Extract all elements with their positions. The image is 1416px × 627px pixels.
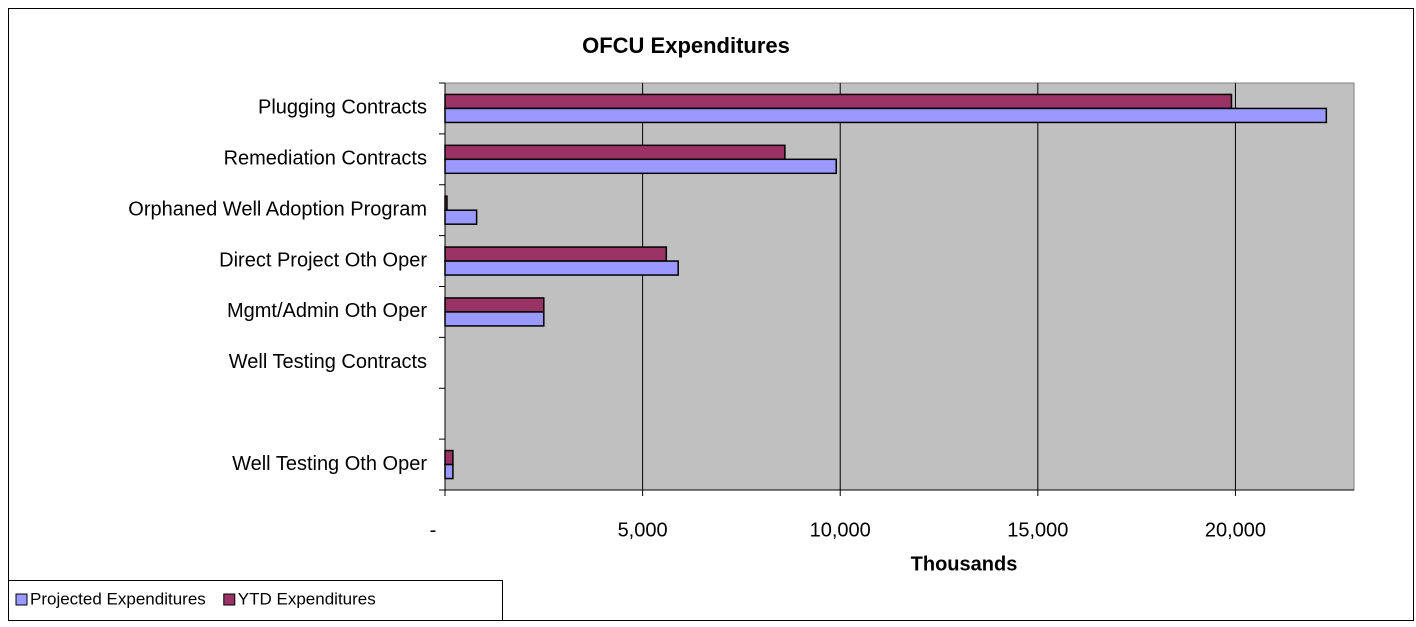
legend-swatch (223, 593, 236, 606)
y-tick-label: Plugging Contracts (258, 97, 427, 119)
plot-area (444, 82, 1355, 491)
bar (444, 246, 668, 262)
x-tick-label: 10,000 (810, 519, 871, 541)
bar (444, 311, 545, 327)
y-tick-label: Mgmt/Admin Oth Oper (227, 300, 427, 322)
legend-box (8, 580, 503, 621)
bar (444, 195, 448, 211)
y-tick-label: Well Testing Oth Oper (232, 453, 427, 475)
legend-label: Projected Expenditures (30, 589, 206, 608)
x-axis-label: Thousands (911, 553, 1018, 575)
legend-label: YTD Expenditures (238, 589, 376, 608)
y-tick-label: Well Testing Contracts (229, 351, 427, 373)
chart-title: OFCU Expenditures (582, 33, 790, 58)
bar (444, 93, 1233, 110)
y-tick-label: Direct Project Oth Oper (219, 249, 427, 271)
x-tick-label: 15,000 (1007, 519, 1068, 541)
bar (444, 463, 454, 480)
bar (444, 260, 679, 276)
bar (444, 449, 454, 466)
bar (444, 158, 838, 175)
y-tick-label: Orphaned Well Adoption Program (128, 198, 427, 220)
bar (444, 107, 1328, 124)
y-tick-label: Remediation Contracts (224, 148, 427, 170)
x-tick-label: 5,000 (618, 519, 668, 541)
bar (444, 209, 478, 225)
x-tick-label: - (430, 519, 437, 541)
legend-swatch (15, 593, 28, 606)
x-tick-label: 20,000 (1205, 519, 1266, 541)
bar (444, 144, 786, 161)
bar (444, 297, 545, 313)
